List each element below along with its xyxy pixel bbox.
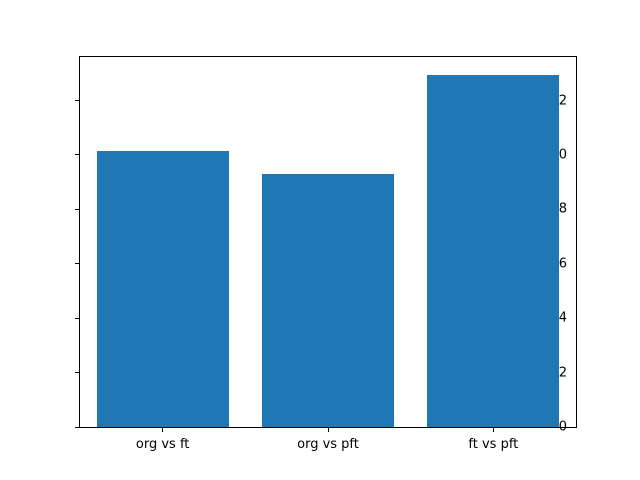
y-tick-mark [75, 100, 79, 102]
y-tick-label: 6 [558, 256, 567, 272]
bar-org-vs-pft [261, 174, 395, 427]
y-tick-mark [75, 317, 79, 319]
y-tick-label: 0 [558, 419, 567, 435]
x-tick-label: ft vs pft [468, 437, 519, 452]
x-tick-label: org vs ft [135, 437, 190, 452]
x-tick-mark [492, 428, 494, 432]
y-tick-mark [75, 426, 79, 428]
bar-org-vs-ft [96, 150, 229, 427]
y-tick-mark [75, 154, 79, 156]
y-tick-label: 2 [558, 365, 567, 381]
bar-ft-vs-pft [427, 74, 560, 427]
x-tick-mark [162, 428, 164, 432]
y-tick-label: 8 [558, 201, 567, 217]
y-tick-mark [75, 263, 79, 265]
y-tick-mark [75, 372, 79, 374]
x-tick-mark [327, 428, 329, 432]
y-tick-label: 4 [558, 310, 567, 326]
x-tick-label: org vs pft [297, 437, 359, 452]
y-tick-mark [75, 208, 79, 210]
